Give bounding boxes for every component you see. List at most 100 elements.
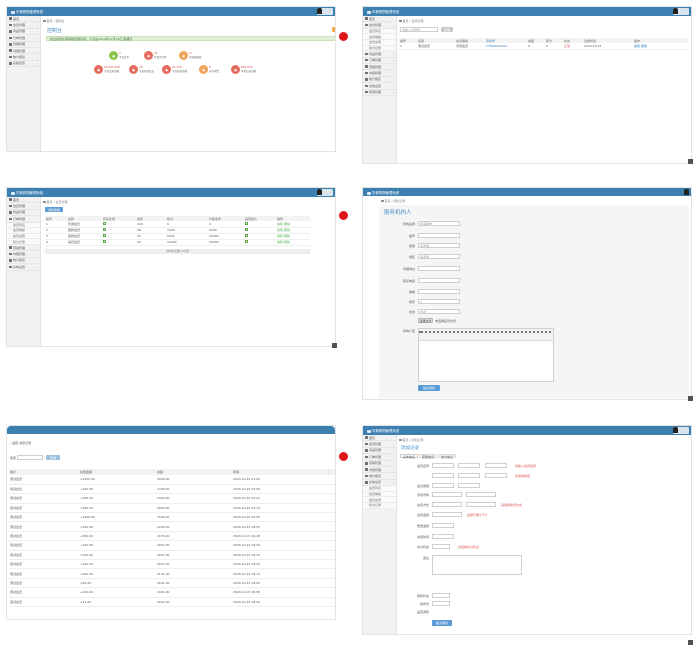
tab-delivery[interactable]: 配送信息 xyxy=(419,454,438,459)
stat-stock-warning[interactable]: ● 6 库存预警 xyxy=(199,65,219,74)
table-row[interactable]: 测试会员 +500.00 2000.00 2020-10-15 20:12 xyxy=(9,503,335,513)
table-row[interactable]: 测试会员 +100.00 1991.00 2020-10-15 18:58 xyxy=(9,588,335,598)
form-input[interactable] xyxy=(458,463,480,468)
avatar[interactable] xyxy=(317,189,322,195)
user-menu[interactable] xyxy=(317,8,333,15)
table-row[interactable]: 测试会员 +200.00 2300.00 2020-10-15 20:41 xyxy=(9,494,335,504)
table-row[interactable]: 1 测试会员 普通会员 13800000000 0 0 正常 2020-10-1… xyxy=(399,43,689,49)
sidebar-item[interactable]: 系统设置 › xyxy=(363,83,396,90)
sidebar-sub-item[interactable]: 会员列表 xyxy=(7,222,40,229)
pagination[interactable]: 共4条记录 1/1页 xyxy=(45,249,310,254)
remark-textarea[interactable] xyxy=(432,555,522,575)
checkbox[interactable] xyxy=(244,227,276,233)
sidebar-sub-item[interactable]: 会员列表 xyxy=(363,28,396,35)
avatar[interactable] xyxy=(673,8,678,14)
back-link[interactable]: ‹ 返回 充值记录 xyxy=(10,441,32,445)
stat-today-sales[interactable]: ● ¥3,692,000 今日交易金额 xyxy=(94,65,120,74)
stat-today-orders[interactable]: ● 0 今日订单 xyxy=(109,51,129,60)
checkbox[interactable] xyxy=(102,227,136,233)
search-button[interactable]: 搜索 xyxy=(441,27,453,32)
sidebar-item[interactable]: 统计报表 › xyxy=(7,258,40,265)
search-button[interactable]: 查询 xyxy=(46,455,60,460)
region-select[interactable]: 请选择 xyxy=(418,254,460,259)
avatar[interactable] xyxy=(684,189,689,195)
sidebar-sub-item[interactable]: 积分记录 xyxy=(363,502,396,509)
rich-text-editor[interactable] xyxy=(418,328,554,382)
sidebar-item[interactable]: 统计报表 › xyxy=(363,473,396,480)
scroll-icon[interactable] xyxy=(332,343,337,348)
checkbox[interactable] xyxy=(102,239,136,245)
avatar[interactable] xyxy=(317,8,322,14)
table-row[interactable]: 测试会员 +50.00 2041.00 2020-10-15 19:05 xyxy=(9,578,335,588)
form-input[interactable] xyxy=(432,601,450,606)
checkbox[interactable] xyxy=(244,239,276,245)
search-input[interactable] xyxy=(17,455,43,460)
sidebar-sub-item[interactable]: 会员等级 xyxy=(7,228,40,234)
sidebar-item[interactable]: 营销管理 › xyxy=(7,245,40,252)
checkbox[interactable] xyxy=(102,221,136,227)
form-input[interactable] xyxy=(466,492,496,497)
code-input[interactable] xyxy=(418,233,460,238)
sidebar-item[interactable]: 营销管理 › xyxy=(363,64,396,71)
scroll-icon[interactable] xyxy=(688,640,693,645)
table-row[interactable]: 4 钻石会员 90 10000 50000 编辑 删除 xyxy=(45,239,310,245)
sidebar-item[interactable]: 内容管理 › xyxy=(7,251,40,258)
type-select[interactable]: 请选择 xyxy=(418,243,460,248)
sidebar-item-home[interactable]: 首页 xyxy=(363,435,396,442)
stat-pending-shipments[interactable]: ● 42 待发货订单 xyxy=(144,51,167,60)
sort-input[interactable]: 0 xyxy=(418,299,460,304)
form-input[interactable] xyxy=(432,534,454,539)
scroll-icon[interactable] xyxy=(688,396,693,401)
avatar[interactable] xyxy=(673,427,678,433)
table-row[interactable]: 测试会员 +100.00 2200.00 2020-10-15 19:55 xyxy=(9,522,335,532)
user-menu[interactable] xyxy=(673,427,689,434)
row-actions[interactable]: 编辑 删除 xyxy=(277,234,290,238)
submit-button[interactable]: 提交保存 xyxy=(418,385,440,391)
email-input[interactable] xyxy=(418,289,460,294)
org-name-input[interactable]: 华美购物 xyxy=(418,221,460,226)
status-select[interactable]: 启用 xyxy=(418,309,460,314)
form-input[interactable] xyxy=(485,473,507,478)
table-row[interactable]: 测试会员 +41.00 2051.00 2020-10-15 18:40 xyxy=(9,597,335,607)
sidebar-item[interactable]: 商品管理 › xyxy=(363,448,396,455)
form-input[interactable] xyxy=(458,473,480,478)
address-input[interactable] xyxy=(418,266,460,271)
row-actions[interactable]: 编辑 删除 xyxy=(277,228,290,232)
sidebar-sub-item[interactable]: 会员等级 xyxy=(363,491,396,498)
row-actions[interactable]: 编辑 删除 xyxy=(634,43,647,48)
stat-today-recharge[interactable]: ● ¥1,350 今日充值金额 xyxy=(162,65,187,74)
sidebar-item[interactable]: 订单管理 › xyxy=(363,454,396,461)
sidebar-item[interactable]: 订单管理 › xyxy=(363,58,396,64)
checkbox[interactable] xyxy=(244,221,276,227)
sidebar-sub-item[interactable]: 会员充值 xyxy=(363,497,396,503)
sidebar-item[interactable]: 订单管理 › xyxy=(7,35,40,42)
sidebar-sub-item[interactable]: 会员充值 xyxy=(363,39,396,46)
sidebar-item[interactable]: 会员管理 › xyxy=(7,203,40,210)
add-level-button[interactable]: 添加等级 xyxy=(45,207,63,212)
sidebar-item-home[interactable]: 首页 xyxy=(363,16,396,23)
sidebar-item-home[interactable]: 首页 xyxy=(7,16,40,23)
sidebar-item[interactable]: 统计报表 › xyxy=(363,77,396,84)
sidebar-item-home[interactable]: 首页 xyxy=(7,197,40,204)
table-row[interactable]: 测试会员 +100.00 2051.00 2020-10-15 19:40 xyxy=(9,541,335,551)
form-input[interactable] xyxy=(458,483,480,488)
editor-toolbar[interactable] xyxy=(419,329,553,341)
phone-input[interactable] xyxy=(418,278,460,283)
sidebar-item[interactable]: 权限管理 › xyxy=(363,90,396,96)
form-input[interactable] xyxy=(466,502,496,507)
table-row[interactable]: 测试会员 +1000.00 5000.00 2020-10-15 21:00 xyxy=(9,475,335,485)
submit-button[interactable]: 提交保存 xyxy=(432,620,452,626)
stat-month-sales[interactable]: ● ¥82,000 本月交易金额 xyxy=(231,65,256,74)
form-input[interactable] xyxy=(432,544,450,549)
search-input[interactable]: 请输入关键词 xyxy=(400,27,438,32)
refresh-button[interactable] xyxy=(332,27,335,32)
form-input[interactable] xyxy=(432,523,454,528)
sidebar-item[interactable]: 营销管理 › xyxy=(363,461,396,467)
table-row[interactable]: 测试会员 +300.00 2070.00 2020-10-15 19:48 xyxy=(9,531,335,541)
form-input[interactable] xyxy=(485,463,507,468)
sidebar-sub-item[interactable]: 积分记录 xyxy=(7,239,40,245)
sidebar-sub-item[interactable]: 会员等级 xyxy=(363,34,396,40)
sidebar-item[interactable]: 会员管理 › xyxy=(7,22,40,29)
form-input[interactable] xyxy=(432,593,450,598)
sidebar-item[interactable]: 商品管理 › xyxy=(363,51,396,58)
